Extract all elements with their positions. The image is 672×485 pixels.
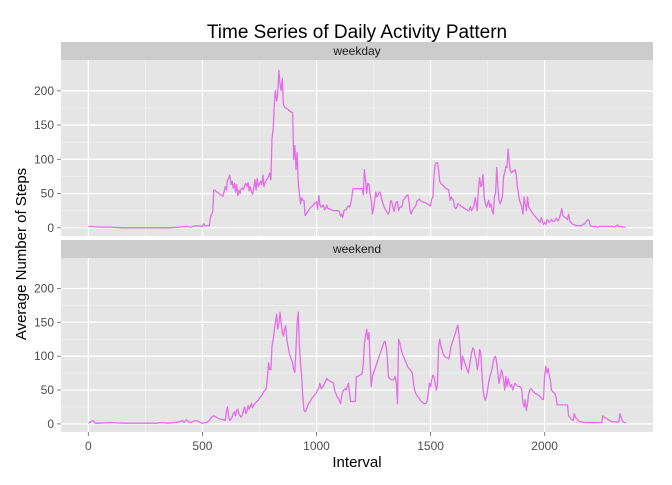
y-tick-label: 50 [41, 187, 55, 201]
panel-background [61, 258, 653, 432]
x-axis-ticks: 0 500 1000 1500 2000 [85, 432, 558, 453]
panel-weekday: 0 50 100 150 200 weekday [34, 42, 653, 236]
y-axis-label: Average Number of Steps [13, 168, 30, 340]
y-tick-label: 200 [34, 84, 54, 98]
x-tick-label: 0 [85, 439, 92, 453]
x-tick-label: 1000 [303, 439, 330, 453]
x-tick-label: 2000 [531, 439, 558, 453]
facet-strip-label: weekday [332, 44, 380, 58]
x-tick-label: 1500 [417, 439, 444, 453]
facet-strip [61, 42, 653, 60]
y-tick-label: 150 [34, 315, 54, 329]
series-line-weekday [88, 69, 626, 229]
facet-strip-label: weekend [332, 242, 381, 256]
facet-strip [61, 240, 653, 258]
y-tick-label: 0 [47, 417, 54, 431]
y-tick-label: 100 [34, 152, 54, 166]
x-tick-label: 500 [192, 439, 212, 453]
y-tick-label: 200 [34, 281, 54, 295]
series-line-weekend [88, 311, 626, 424]
y-tick-label: 50 [41, 383, 55, 397]
y-tick-label: 0 [47, 221, 54, 235]
x-axis-label: Interval [332, 454, 381, 471]
facet-panels: 0 50 100 150 200 weekday 0 50 100 150 200 weekend [34, 42, 653, 432]
y-tick-label: 150 [34, 118, 54, 132]
chart-title: Time Series of Daily Activity Pattern [207, 22, 507, 43]
panel-weekend: 0 50 100 150 200 weekend [34, 240, 653, 432]
y-tick-label: 100 [34, 349, 54, 363]
panel-background [61, 60, 653, 236]
